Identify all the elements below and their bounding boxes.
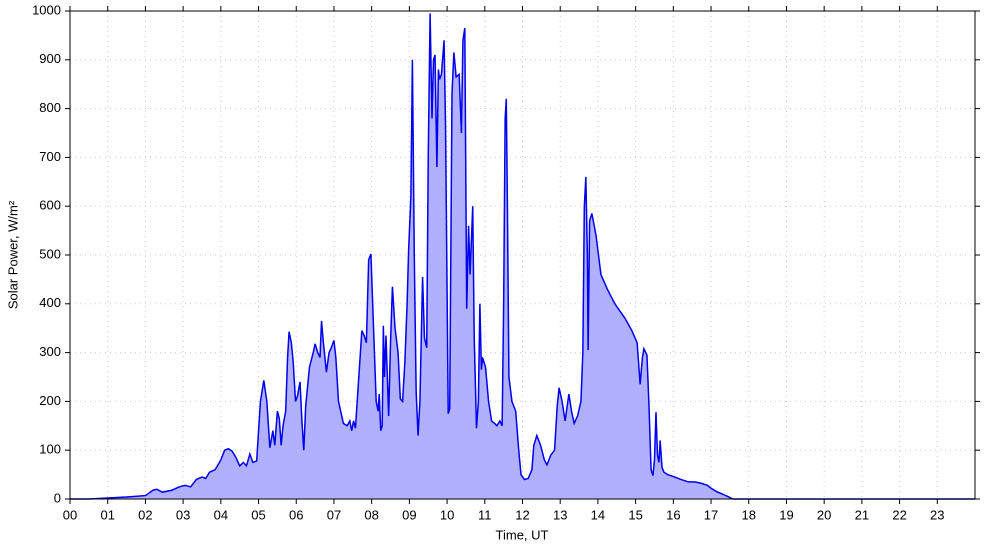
x-axis-label: Time, UT bbox=[496, 527, 549, 542]
x-tick-label: 02 bbox=[138, 507, 152, 522]
y-axis-label: Solar Power, W/m² bbox=[5, 200, 20, 309]
x-tick-label: 08 bbox=[364, 507, 378, 522]
x-tick-label: 22 bbox=[892, 507, 906, 522]
x-tick-label: 23 bbox=[930, 507, 944, 522]
x-tick-label: 19 bbox=[779, 507, 793, 522]
y-tick-label: 300 bbox=[39, 344, 61, 359]
y-tick-label: 500 bbox=[39, 246, 61, 261]
x-tick-label: 15 bbox=[628, 507, 642, 522]
x-tick-label: 00 bbox=[63, 507, 77, 522]
x-tick-label: 09 bbox=[402, 507, 416, 522]
x-tick-label: 11 bbox=[478, 507, 492, 522]
line bbox=[70, 13, 975, 500]
x-tick-label: 12 bbox=[515, 507, 529, 522]
y-tick-label: 1000 bbox=[32, 2, 61, 17]
x-tick-label: 07 bbox=[327, 507, 341, 522]
x-tick-label: 21 bbox=[855, 507, 869, 522]
y-tick-label: 900 bbox=[39, 51, 61, 66]
x-tick-label: 01 bbox=[100, 507, 114, 522]
x-tick-label: 10 bbox=[440, 507, 454, 522]
y-tick-label: 0 bbox=[54, 490, 61, 505]
y-tick-label: 800 bbox=[39, 100, 61, 115]
x-tick-label: 16 bbox=[666, 507, 680, 522]
x-tick-label: 05 bbox=[251, 507, 265, 522]
x-tick-label: 14 bbox=[591, 507, 605, 522]
y-tick-label: 600 bbox=[39, 198, 61, 213]
x-tick-label: 20 bbox=[817, 507, 831, 522]
y-tick-label: 400 bbox=[39, 295, 61, 310]
y-tick-label: 700 bbox=[39, 149, 61, 164]
x-tick-label: 13 bbox=[553, 507, 567, 522]
x-tick-label: 06 bbox=[289, 507, 303, 522]
y-tick-label: 200 bbox=[39, 393, 61, 408]
x-tick-label: 04 bbox=[214, 507, 228, 522]
x-tick-label: 18 bbox=[742, 507, 756, 522]
plot-frame bbox=[69, 10, 976, 500]
x-tick-label: 17 bbox=[704, 507, 718, 522]
y-tick-label: 100 bbox=[39, 442, 61, 457]
x-tick-label: 03 bbox=[176, 507, 190, 522]
